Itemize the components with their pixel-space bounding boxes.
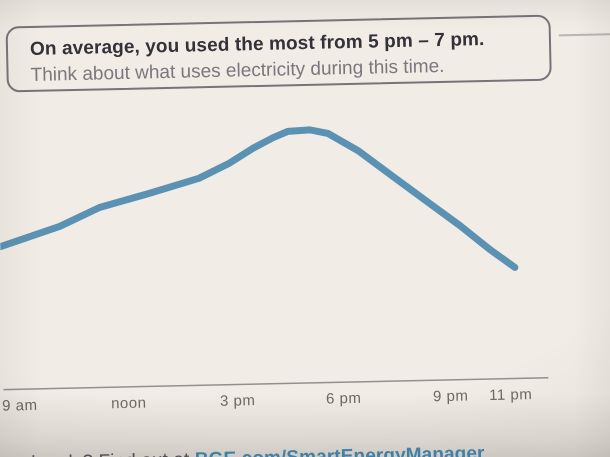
usage-line-series (0, 126, 519, 271)
footer-question: kends? Find out at (31, 449, 195, 457)
x-axis-line (3, 376, 549, 391)
footer-link-url[interactable]: BGE.com/SmartEnergyManager (194, 443, 485, 457)
gridline-upper (0, 188, 548, 202)
gridline-lower (1, 281, 550, 296)
